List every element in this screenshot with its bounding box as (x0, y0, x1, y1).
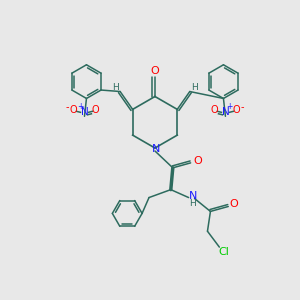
Text: O: O (92, 105, 99, 115)
Text: O: O (211, 105, 218, 115)
Text: N: N (81, 107, 88, 117)
Text: O: O (70, 105, 77, 115)
Text: H: H (189, 199, 196, 208)
Text: +: + (77, 102, 84, 111)
Text: N: N (152, 144, 160, 154)
Text: N: N (222, 107, 229, 117)
Text: O: O (193, 156, 202, 166)
Text: -: - (241, 102, 244, 112)
Text: -: - (66, 102, 69, 112)
Text: N: N (188, 190, 197, 201)
Text: O: O (230, 200, 239, 209)
Text: O: O (232, 105, 240, 115)
Text: Cl: Cl (219, 247, 230, 257)
Text: O: O (151, 66, 159, 76)
Text: H: H (112, 83, 119, 92)
Text: H: H (191, 83, 198, 92)
Text: +: + (226, 102, 232, 111)
